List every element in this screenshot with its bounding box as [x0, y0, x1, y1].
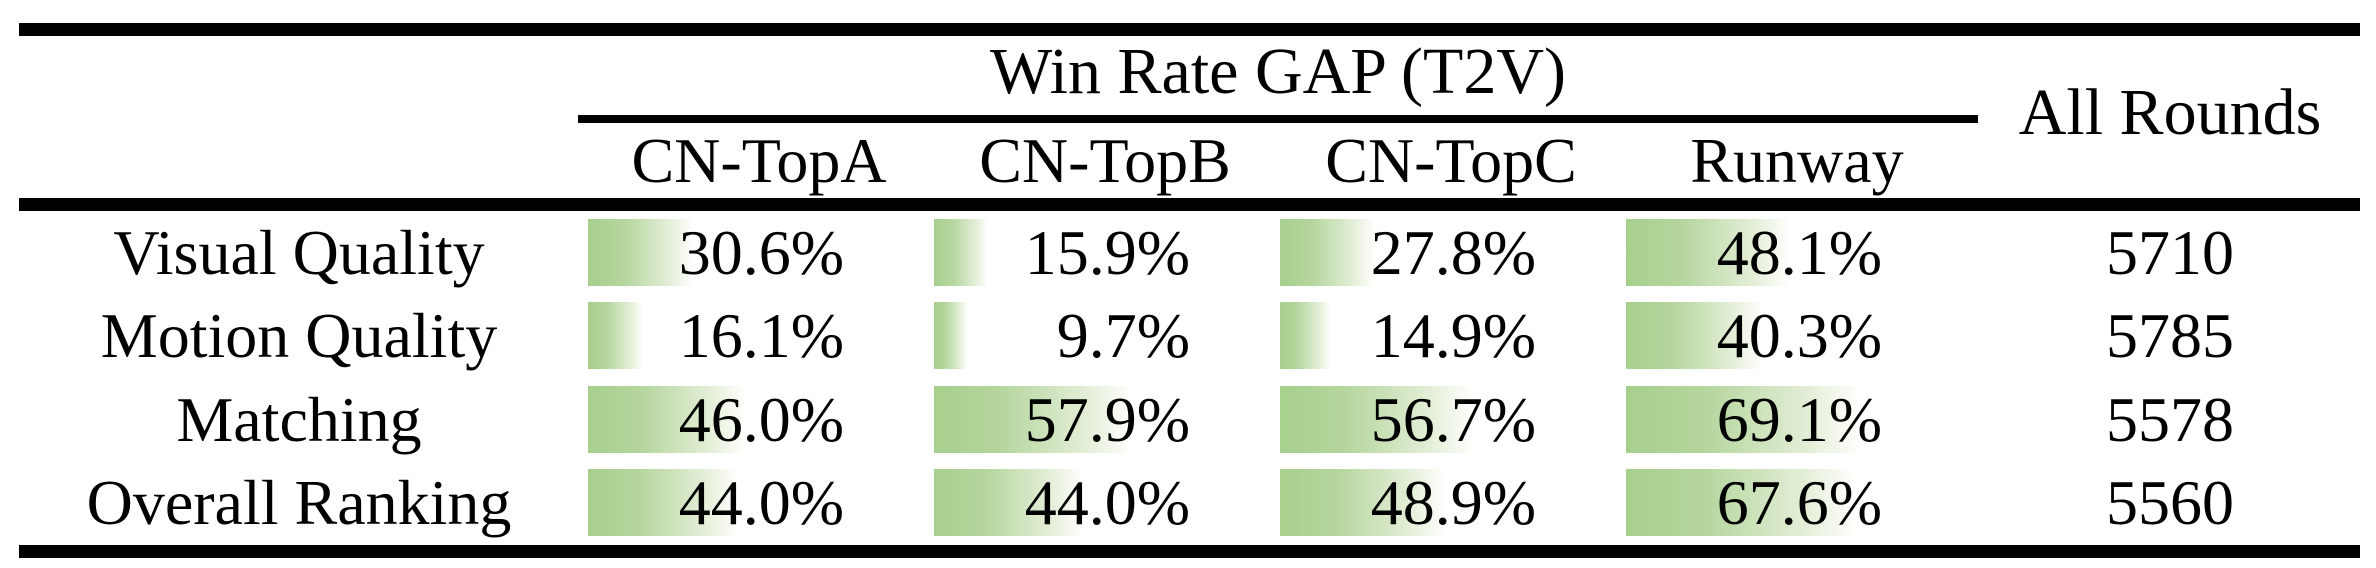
winrate-cell: 9.7% — [932, 294, 1278, 378]
column-header-cn-topc: CN-TopC — [1325, 125, 1577, 196]
winrate-value: 15.9% — [1024, 217, 1190, 288]
winrate-value: 14.9% — [1370, 300, 1536, 371]
winrate-cell: 48.1% — [1624, 211, 1970, 295]
header-separator-rule — [19, 198, 2360, 211]
winrate-bar — [1280, 386, 1471, 453]
winrate-value: 44.0% — [678, 467, 844, 538]
row-label: Matching — [176, 384, 422, 455]
winrate-value: 30.6% — [678, 217, 844, 288]
all-rounds-value: 5560 — [2106, 467, 2234, 538]
winrate-cell: 44.0% — [932, 461, 1278, 545]
winrate-value: 48.1% — [1716, 217, 1882, 288]
winrate-bar — [1626, 386, 1858, 453]
row-label: Visual Quality — [113, 217, 485, 288]
winrate-value: 40.3% — [1716, 300, 1882, 371]
winrate-cell: 15.9% — [932, 211, 1278, 295]
winrate-cell: 48.9% — [1278, 461, 1624, 545]
winrate-bar — [934, 219, 987, 286]
winrate-value: 44.0% — [1024, 467, 1190, 538]
table-row-motion-quality: Motion Quality 16.1% 9.7% 14.9% 40.3% 57… — [0, 294, 2376, 378]
winrate-value: 46.0% — [678, 384, 844, 455]
winrate-bar — [1626, 469, 1853, 536]
winrate-cell: 56.7% — [1278, 378, 1624, 462]
winrate-bar — [1280, 219, 1373, 286]
winrate-bar — [934, 302, 967, 369]
all-rounds-header: All Rounds — [2018, 76, 2322, 149]
winrate-value: 27.8% — [1370, 217, 1536, 288]
winrate-bar — [588, 302, 642, 369]
group-underline-rule — [578, 115, 1978, 123]
column-header-cn-topb: CN-TopB — [979, 125, 1231, 196]
column-header-cn-topa: CN-TopA — [631, 125, 887, 196]
winrate-value: 67.6% — [1716, 467, 1882, 538]
winrate-value: 57.9% — [1024, 384, 1190, 455]
winrate-value: 56.7% — [1370, 384, 1536, 455]
winrate-value: 48.9% — [1370, 467, 1536, 538]
winrate-bar — [1280, 469, 1444, 536]
winrate-cell: 16.1% — [586, 294, 932, 378]
row-label: Motion Quality — [100, 300, 498, 371]
winrate-bar — [1626, 302, 1761, 369]
winrate-bar — [934, 386, 1129, 453]
top-rule — [19, 23, 2360, 36]
winrate-value: 69.1% — [1716, 384, 1882, 455]
winrate-value: 16.1% — [678, 300, 844, 371]
bottom-rule — [19, 545, 2360, 558]
winrate-cell: 67.6% — [1624, 461, 1970, 545]
winrate-value: 9.7% — [1056, 300, 1190, 371]
winrate-cell: 46.0% — [586, 378, 932, 462]
winrate-bar — [588, 219, 691, 286]
all-rounds-value: 5710 — [2106, 217, 2234, 288]
table-row-overall-ranking: Overall Ranking 44.0% 44.0% 48.9% 67.6% … — [0, 461, 2376, 545]
row-label: Overall Ranking — [86, 467, 512, 538]
winrate-cell: 14.9% — [1278, 294, 1624, 378]
winrate-bar — [588, 469, 736, 536]
winrate-cell: 40.3% — [1624, 294, 1970, 378]
all-rounds-value: 5785 — [2106, 300, 2234, 371]
winrate-cell: 57.9% — [932, 378, 1278, 462]
all-rounds-value: 5578 — [2106, 384, 2234, 455]
group-title: Win Rate GAP (T2V) — [990, 35, 1566, 108]
winrate-cell: 44.0% — [586, 461, 932, 545]
winrate-bar — [934, 469, 1082, 536]
winrate-bar — [588, 386, 743, 453]
column-header-runway: Runway — [1690, 125, 1904, 196]
winrate-bar — [1626, 219, 1788, 286]
winrate-cell: 30.6% — [586, 211, 932, 295]
winrate-bar — [1280, 302, 1330, 369]
winrate-cell: 27.8% — [1278, 211, 1624, 295]
table-row-matching: Matching 46.0% 57.9% 56.7% 69.1% 5578 — [0, 378, 2376, 462]
winrate-cell: 69.1% — [1624, 378, 1970, 462]
table-row-visual-quality: Visual Quality 30.6% 15.9% 27.8% 48.1% 5… — [0, 211, 2376, 295]
